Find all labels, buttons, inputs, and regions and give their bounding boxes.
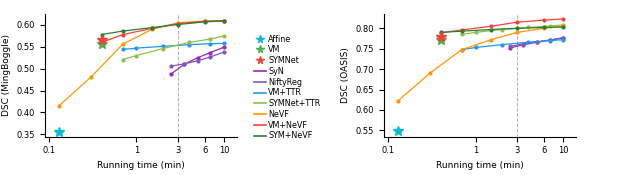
X-axis label: Running time (min): Running time (min) [97,161,185,170]
Y-axis label: DSC (MingBoggle): DSC (MingBoggle) [2,34,11,116]
Legend: Affine, VM, SYMNet, SyN, NiftyReg, VM+TTR, SYMNet+TTR, NeVF, VM+NeVF, SYM+NeVF: Affine, VM, SYMNet, SyN, NiftyReg, VM+TT… [253,34,321,141]
X-axis label: Running time (min): Running time (min) [436,161,524,170]
Y-axis label: DSC (OASIS): DSC (OASIS) [341,47,350,103]
